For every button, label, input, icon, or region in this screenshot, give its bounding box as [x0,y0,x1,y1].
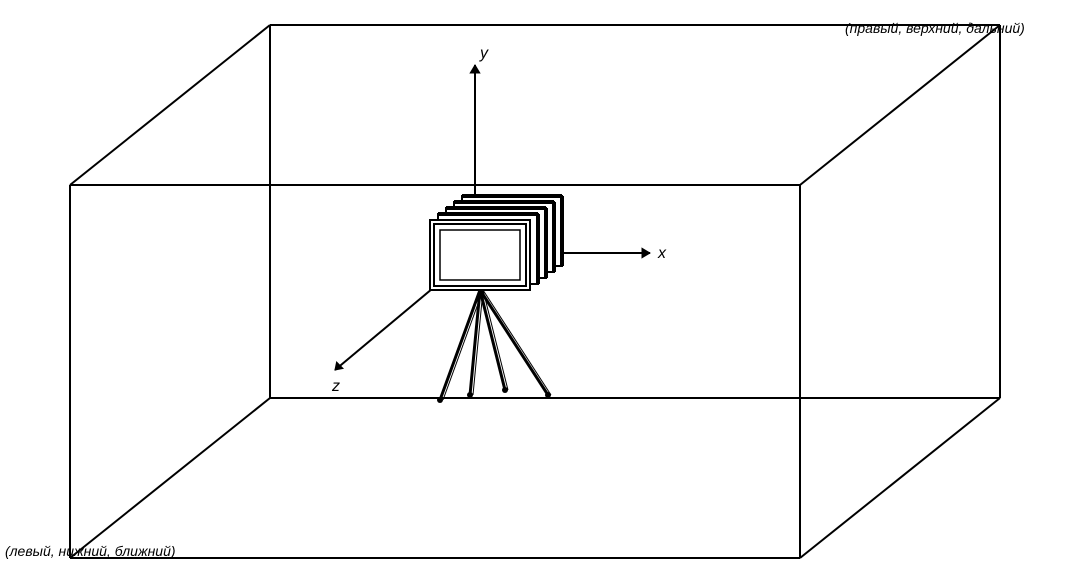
label-top-right: (правый, верхний, дальний) [845,20,1025,36]
axis-label-z: z [332,378,340,396]
axis-label-x: x [658,245,666,263]
axis-label-y: y [480,45,488,63]
label-bottom-left: (левый, нижний, ближний) [5,543,176,559]
coordinate-diagram [0,0,1067,573]
